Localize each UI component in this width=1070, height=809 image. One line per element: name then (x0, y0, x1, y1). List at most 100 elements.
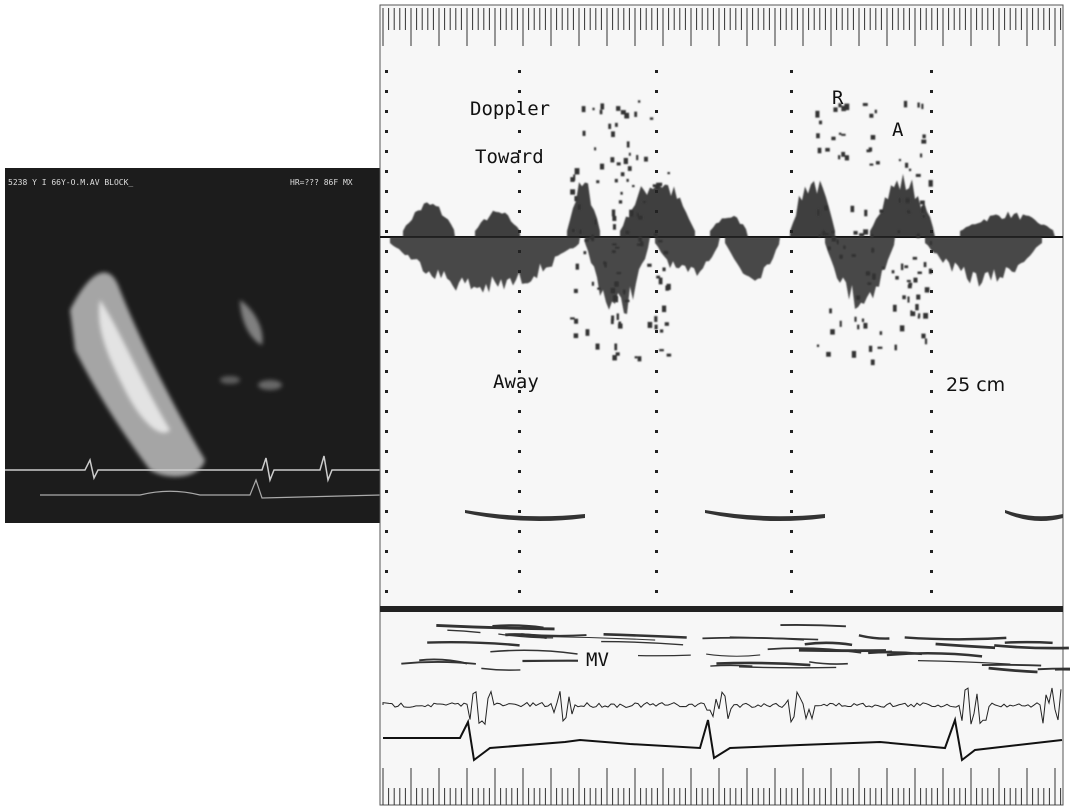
spectrum-speckle (863, 323, 867, 329)
depth-dot (930, 110, 933, 113)
spectrum-speckle (913, 257, 917, 260)
depth-dot (385, 270, 388, 273)
spectrum-speckle (905, 163, 908, 168)
depth-dot (655, 230, 658, 233)
spectrum-speckle (831, 137, 835, 141)
spectrum-speckle (574, 333, 579, 338)
spectrum-speckle (929, 180, 933, 187)
spectrum-speckle (922, 215, 925, 218)
spectrum-speckle (592, 108, 594, 110)
depth-dot (385, 490, 388, 493)
spectrum-speckle (665, 322, 669, 326)
depth-dot (655, 170, 658, 173)
spectrum-speckle (579, 229, 582, 234)
spectrum-speckle (829, 308, 832, 313)
spectrum-speckle (851, 254, 855, 257)
spectrum-speckle (594, 147, 596, 150)
depth-dot (790, 490, 793, 493)
spectrum-speckle (923, 313, 928, 319)
spectrum-speckle (910, 310, 912, 316)
depth-dot (930, 530, 933, 533)
spectrum-speckle (869, 147, 872, 151)
depth-dot (790, 250, 793, 253)
depth-dot (518, 310, 521, 313)
spectrum-speckle (907, 280, 911, 282)
spectrum-speckle (572, 229, 575, 233)
mv-streak (799, 650, 886, 651)
depth-dot (790, 410, 793, 413)
spectrum-speckle (817, 209, 820, 216)
spectrum-speckle (824, 205, 828, 210)
spectrum-speckle (916, 233, 920, 238)
depth-dot (790, 170, 793, 173)
depth-dot (930, 290, 933, 293)
depth-dot (930, 310, 933, 313)
depth-dot (385, 290, 388, 293)
spectrum-speckle (819, 234, 821, 237)
mv-streak (982, 665, 1041, 666)
depth-dot (790, 90, 793, 93)
spectrum-speckle (841, 134, 845, 136)
depth-dot (930, 250, 933, 253)
spectrum-speckle (638, 237, 642, 242)
depth-dot (790, 290, 793, 293)
depth-dot (655, 210, 658, 213)
spectrum-speckle (844, 104, 849, 111)
depth-dot (385, 190, 388, 193)
depth-dot (930, 470, 933, 473)
spectrum-speckle (600, 110, 603, 115)
spectrum-speckle (612, 250, 616, 253)
spectrum-speckle (608, 124, 611, 129)
spectrum-speckle (880, 331, 882, 335)
spectrum-speckle (818, 148, 822, 153)
spectrum-speckle (878, 347, 883, 349)
spectrum-speckle (913, 278, 917, 283)
depth-dot (790, 550, 793, 553)
spectrum-speckle (597, 288, 600, 290)
separator (380, 606, 1063, 612)
depth-dot (790, 510, 793, 513)
a-label: A (892, 119, 904, 141)
spectrum-speckle (612, 216, 616, 221)
spectrum-speckle (616, 106, 620, 111)
spectrum-speckle (853, 231, 857, 235)
spectrum-speckle (667, 354, 672, 357)
spectrum-speckle (870, 164, 874, 166)
spectrum-speckle (613, 224, 616, 230)
depth-dot (930, 70, 933, 73)
spectrum-speckle (629, 153, 631, 156)
spectrum-speckle (647, 264, 651, 267)
spectrum-speckle (843, 245, 845, 249)
spectrum-speckle (592, 282, 594, 286)
spectrum-speckle (930, 241, 932, 245)
depth-dot (385, 370, 388, 373)
depth-dot (655, 470, 658, 473)
depth-dot (930, 390, 933, 393)
depth-dot (518, 490, 521, 493)
spectrum-speckle (841, 152, 845, 157)
spectrum-speckle (872, 273, 876, 279)
spectrum-speckle (625, 300, 630, 302)
depth-dot (655, 110, 658, 113)
spectrum-speckle (596, 344, 600, 350)
depth-dot (518, 230, 521, 233)
spectrum-speckle (624, 113, 629, 119)
spectrum-speckle (870, 234, 873, 238)
away-label: Away (493, 371, 539, 393)
spectrum-speckle (656, 276, 660, 279)
spectrum-speckle (921, 140, 926, 144)
depth-dot (385, 410, 388, 413)
depth-dot (790, 310, 793, 313)
depth-dot (518, 410, 521, 413)
depth-dot (385, 510, 388, 513)
spectrum-speckle (866, 271, 870, 275)
spectrum-speckle (892, 270, 895, 273)
spectrum-speckle (625, 230, 629, 234)
doppler-label: Doppler (470, 98, 550, 120)
depth-dot (790, 530, 793, 533)
spectrum-speckle (907, 210, 910, 213)
spectrum-speckle (582, 106, 586, 112)
spectrum-speckle (583, 251, 586, 254)
spectrum-speckle (659, 349, 664, 351)
depth-dot (655, 410, 658, 413)
